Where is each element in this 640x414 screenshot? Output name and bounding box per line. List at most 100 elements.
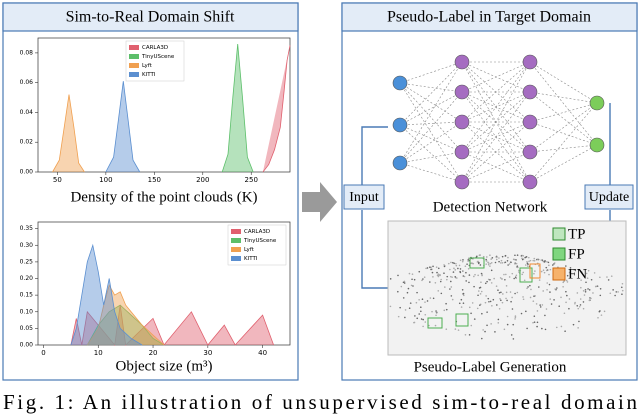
point [539, 304, 541, 306]
point [582, 301, 585, 303]
edge [529, 144, 598, 153]
legend-label: TinyUScene [141, 54, 175, 60]
point [488, 300, 490, 303]
point [594, 285, 597, 288]
point [503, 328, 506, 331]
box-fp [519, 267, 533, 283]
legend-label: Lyft [244, 247, 255, 253]
point [572, 323, 575, 326]
point [549, 291, 551, 293]
point [491, 304, 493, 307]
point [512, 323, 515, 326]
point [536, 321, 539, 324]
point [468, 306, 471, 309]
point [597, 316, 599, 319]
legend-swatch [231, 229, 241, 234]
point [432, 265, 434, 268]
fp-icon [552, 247, 566, 261]
node [522, 144, 538, 160]
right-title-bar [341, 2, 638, 32]
point [503, 273, 505, 276]
point [514, 292, 516, 295]
point [429, 297, 432, 299]
point [617, 291, 619, 293]
point [400, 285, 403, 288]
series-area [105, 81, 141, 173]
point [505, 273, 507, 276]
point [462, 275, 465, 277]
y-tick-label: 0.20 [20, 275, 34, 282]
point [545, 308, 548, 310]
point [580, 271, 583, 274]
point [454, 269, 457, 271]
point [521, 257, 523, 260]
point [465, 280, 467, 282]
point [455, 264, 458, 267]
point [526, 287, 528, 290]
legend-swatch [129, 45, 139, 50]
series-area [262, 45, 291, 173]
point [580, 279, 582, 281]
point [477, 294, 479, 297]
point [540, 270, 543, 273]
point [421, 298, 424, 300]
point [522, 271, 525, 274]
point [541, 327, 543, 330]
point [522, 255, 525, 257]
point [481, 312, 483, 315]
point [560, 325, 563, 328]
node [589, 95, 605, 111]
point [528, 260, 530, 263]
point [443, 272, 445, 275]
point [467, 258, 470, 261]
point [437, 275, 440, 278]
point [459, 268, 462, 270]
point [424, 321, 427, 323]
point [404, 309, 407, 311]
edge [529, 61, 598, 104]
point [414, 315, 416, 317]
box-tp [455, 313, 469, 327]
point [544, 328, 547, 331]
point [481, 337, 483, 340]
input-label: Input [349, 190, 379, 205]
point [579, 304, 582, 306]
point [462, 270, 464, 272]
node [392, 117, 408, 133]
point [423, 276, 426, 278]
point [514, 315, 517, 317]
point [431, 271, 434, 274]
point [389, 278, 392, 280]
point [505, 285, 508, 287]
edge [461, 121, 531, 183]
fn-icon [552, 267, 566, 281]
point [534, 270, 536, 272]
point [580, 286, 582, 289]
input-loop [361, 210, 388, 289]
point [411, 278, 413, 281]
point [563, 312, 566, 315]
point [477, 262, 480, 265]
edge [529, 91, 598, 104]
point [527, 263, 529, 266]
point [462, 259, 464, 261]
point [430, 268, 432, 271]
point [529, 296, 532, 299]
point [510, 334, 513, 336]
point [578, 320, 580, 323]
point [481, 274, 483, 277]
point [420, 306, 422, 309]
edge [399, 151, 463, 164]
x-tick-label: 250 [245, 176, 258, 184]
point [538, 279, 541, 281]
point [493, 277, 495, 280]
point [573, 269, 576, 271]
point [399, 306, 401, 309]
edge [399, 124, 463, 153]
point [565, 265, 567, 267]
tp-icon [552, 227, 566, 241]
point [592, 292, 594, 294]
point [480, 290, 483, 293]
point [506, 259, 509, 262]
